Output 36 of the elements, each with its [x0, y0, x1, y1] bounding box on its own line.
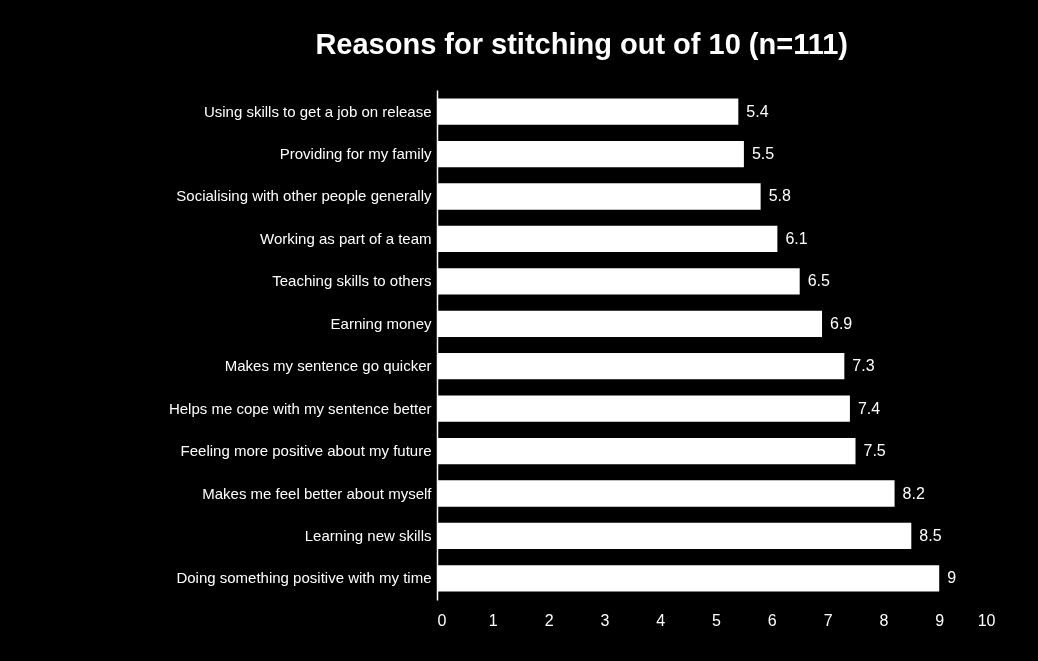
- x-tick-label: 5: [712, 611, 722, 629]
- x-tick-label: 10: [977, 611, 996, 629]
- data-label: 7.5: [863, 442, 886, 460]
- data-label: 9: [947, 569, 957, 587]
- y-tick-label: Teaching skills to others: [272, 272, 432, 290]
- data-label: 7.3: [852, 357, 875, 375]
- y-tick-label: Feeling more positive about my future: [180, 442, 432, 460]
- x-tick-label: 2: [544, 611, 554, 629]
- data-label: 6.9: [830, 314, 853, 332]
- x-tick-label: 4: [656, 611, 666, 629]
- data-label: 7.4: [857, 399, 881, 417]
- x-tick-label: 0: [437, 611, 447, 629]
- x-tick-label: 9: [935, 611, 945, 629]
- data-label: 8.5: [919, 526, 942, 544]
- data-label: 8.2: [902, 484, 925, 502]
- data-label: 6.1: [785, 229, 808, 247]
- chart-title: Reasons for stitching out of 10 (n=111): [315, 28, 848, 60]
- x-tick-label: 1: [488, 611, 498, 629]
- data-label: 6.5: [807, 272, 831, 290]
- data-label: 5.5: [751, 145, 775, 163]
- y-tick-label: Socialising with other people generally: [176, 187, 432, 205]
- y-tick-label: Providing for my family: [279, 145, 432, 163]
- y-tick-label: Working as part of a team: [260, 229, 432, 247]
- y-tick-label: Makes me feel better about myself: [202, 484, 433, 502]
- data-label: 5.8: [768, 187, 791, 205]
- y-tick-label: Helps me cope with my sentence better: [168, 399, 432, 417]
- y-tick-label: Doing something positive with my time: [176, 569, 432, 587]
- x-tick-label: 8: [879, 611, 889, 629]
- y-tick-label: Makes my sentence go quicker: [224, 357, 432, 375]
- y-tick-label: Learning new skills: [304, 526, 432, 544]
- x-tick-label: 3: [600, 611, 610, 629]
- data-label: 5.4: [746, 102, 769, 120]
- y-tick-label: Earning money: [330, 314, 432, 332]
- y-tick-label: Using skills to get a job on release: [203, 102, 432, 120]
- x-tick-label: 6: [767, 611, 777, 629]
- x-tick-label: 7: [823, 611, 833, 629]
